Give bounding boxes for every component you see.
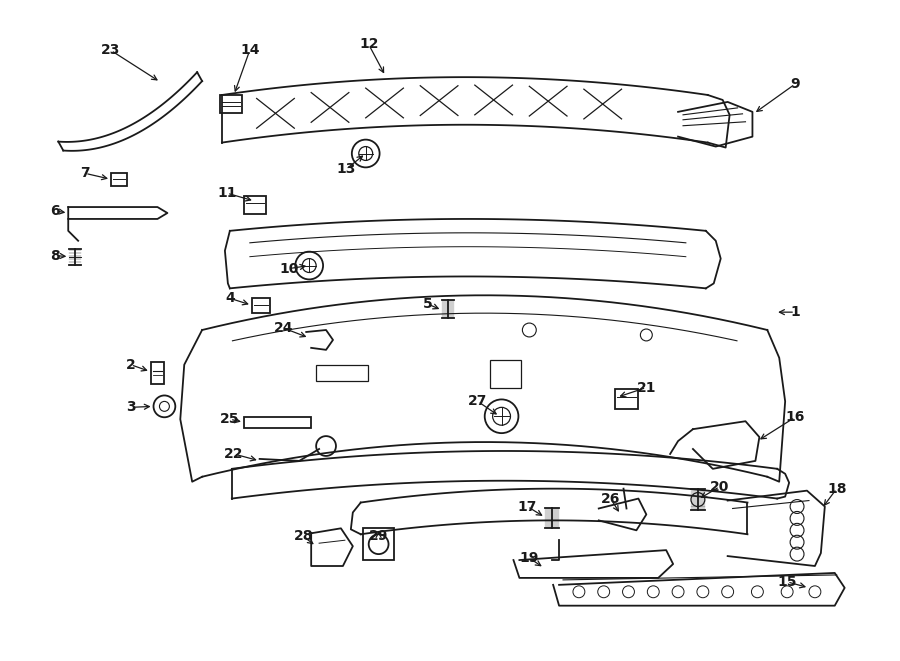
Text: 25: 25 xyxy=(220,412,239,426)
Text: 28: 28 xyxy=(293,529,313,543)
Text: 16: 16 xyxy=(786,410,805,424)
Text: 11: 11 xyxy=(217,186,237,200)
Bar xyxy=(615,389,638,409)
Text: 17: 17 xyxy=(518,500,537,514)
Text: 2: 2 xyxy=(126,358,136,371)
Text: 21: 21 xyxy=(636,381,656,395)
Text: 9: 9 xyxy=(790,77,800,91)
Text: 24: 24 xyxy=(274,321,293,335)
Text: 20: 20 xyxy=(710,480,729,494)
Text: 18: 18 xyxy=(827,482,847,496)
Text: 5: 5 xyxy=(423,297,433,311)
Text: 12: 12 xyxy=(359,38,378,52)
Bar xyxy=(316,365,368,381)
Text: 8: 8 xyxy=(50,249,60,262)
Text: 27: 27 xyxy=(468,395,488,408)
Text: 14: 14 xyxy=(240,44,259,58)
Text: 13: 13 xyxy=(337,163,356,176)
Bar xyxy=(490,360,521,387)
Bar xyxy=(111,173,127,186)
Text: 22: 22 xyxy=(224,447,244,461)
Text: 15: 15 xyxy=(778,575,796,589)
Text: 19: 19 xyxy=(519,551,539,565)
Bar xyxy=(252,298,269,313)
Text: 4: 4 xyxy=(225,292,235,305)
Text: 7: 7 xyxy=(80,167,90,180)
Text: 26: 26 xyxy=(601,492,620,506)
Text: 3: 3 xyxy=(126,401,136,414)
Bar xyxy=(244,417,311,428)
Text: 1: 1 xyxy=(790,305,800,319)
Bar xyxy=(220,95,242,113)
Text: 6: 6 xyxy=(50,204,60,218)
Text: 23: 23 xyxy=(101,44,121,58)
Text: 10: 10 xyxy=(280,262,299,276)
Text: 29: 29 xyxy=(369,529,388,543)
Bar xyxy=(363,528,394,560)
Bar xyxy=(150,362,165,383)
Bar xyxy=(244,196,266,214)
